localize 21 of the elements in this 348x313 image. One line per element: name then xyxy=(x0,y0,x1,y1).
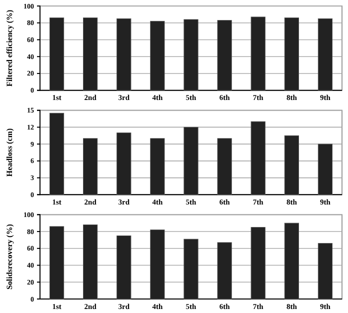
bar xyxy=(318,243,333,300)
bar xyxy=(284,222,299,300)
bar xyxy=(83,138,98,195)
bar xyxy=(150,138,165,195)
bar xyxy=(116,236,132,300)
bar xyxy=(83,224,98,300)
bar xyxy=(250,121,266,195)
y-axis-title: Filtered efficiency (%) xyxy=(5,9,14,87)
bar xyxy=(217,242,232,300)
bar xyxy=(150,230,165,300)
bar xyxy=(284,135,299,195)
bar xyxy=(49,226,64,300)
bar xyxy=(116,132,132,195)
bar xyxy=(250,227,266,300)
bar xyxy=(184,126,198,195)
bar xyxy=(318,144,333,195)
bar xyxy=(217,138,232,195)
y-axis-title: Headloss (cm) xyxy=(5,128,14,177)
bar xyxy=(49,112,64,195)
bar xyxy=(184,238,198,300)
y-axis-title: Solidsrecovery (%) xyxy=(5,224,14,290)
